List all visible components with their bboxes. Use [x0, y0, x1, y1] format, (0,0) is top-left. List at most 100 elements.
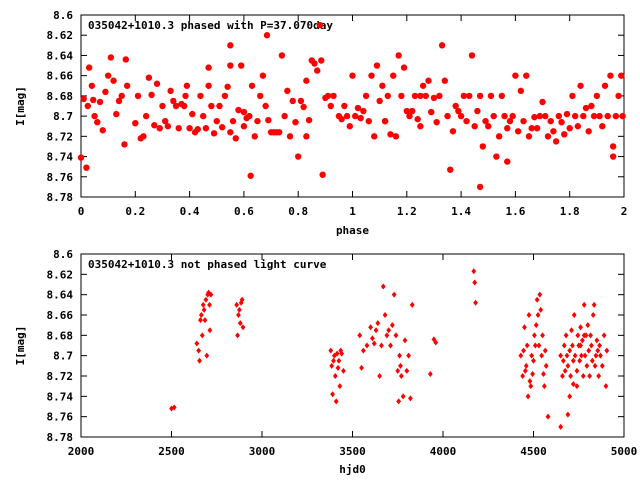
data-point: [597, 342, 602, 349]
data-point: [305, 116, 313, 124]
data-point: [240, 123, 248, 130]
x-tick-label: 2: [621, 205, 628, 218]
data-point: [404, 367, 410, 374]
data-point: [202, 125, 210, 132]
data-point: [218, 124, 226, 131]
data-point: [588, 102, 595, 110]
data-point: [532, 332, 537, 339]
unphased-light-curve-panel: 8.6 8.62 8.64 8.66 8.68 8.7 8.72 8.74 8.76 8.7820…: [14, 248, 637, 476]
data-point: [324, 92, 332, 100]
data-point: [94, 118, 101, 126]
data-point: [221, 92, 229, 100]
data-point: [490, 112, 497, 120]
data-point: [83, 164, 90, 171]
data-point: [501, 112, 508, 120]
data-point: [561, 131, 568, 138]
data-point: [521, 347, 526, 354]
data-point: [536, 342, 542, 349]
data-point: [275, 129, 283, 136]
data-point: [339, 350, 345, 357]
data-point: [384, 332, 390, 339]
data-point: [110, 77, 117, 84]
data-point: [102, 88, 109, 96]
data-point: [476, 92, 484, 100]
data-point: [194, 126, 201, 133]
y-tick-label: 8.68: [47, 329, 74, 342]
data-point: [593, 352, 599, 359]
data-point: [371, 340, 377, 347]
data-point: [414, 115, 421, 123]
y-axis-label: I[mag]: [14, 86, 27, 126]
data-point: [582, 104, 590, 112]
data-point: [153, 80, 161, 87]
data-point: [476, 183, 484, 191]
data-point: [589, 357, 595, 364]
data-point: [417, 92, 424, 100]
data-point: [99, 127, 106, 134]
data-point: [172, 102, 180, 110]
data-point: [547, 117, 554, 125]
data-point: [403, 107, 410, 115]
data-point: [373, 62, 381, 69]
data-point: [364, 342, 370, 349]
data-point: [543, 362, 549, 369]
data-point: [560, 357, 566, 364]
data-point: [346, 123, 353, 130]
data-point: [438, 42, 446, 49]
data-point: [523, 362, 529, 369]
x-axis-label: phase: [336, 224, 369, 237]
data-point: [604, 347, 610, 354]
data-point: [570, 381, 576, 388]
data-point: [382, 312, 388, 318]
data-point: [550, 128, 557, 135]
data-point: [558, 118, 565, 126]
data-point: [198, 317, 203, 324]
data-point: [396, 398, 402, 405]
data-point: [151, 122, 158, 129]
data-point: [487, 92, 495, 100]
data-point: [189, 110, 196, 118]
data-point: [319, 171, 326, 178]
data-point: [289, 97, 296, 105]
data-point: [142, 112, 150, 120]
data-point: [262, 102, 269, 110]
data-point: [387, 131, 394, 138]
x-tick-label: 4500: [520, 445, 547, 458]
data-point: [572, 352, 578, 359]
data-point: [204, 352, 210, 359]
data-point: [479, 143, 487, 150]
data-point: [216, 102, 223, 110]
data-point: [619, 112, 626, 120]
data-point: [118, 92, 125, 100]
data-point: [531, 113, 538, 121]
data-point: [601, 332, 607, 339]
data-point: [207, 327, 213, 334]
data-point: [254, 117, 261, 125]
data-point: [398, 373, 404, 379]
data-point: [570, 357, 576, 364]
data-point: [574, 123, 582, 130]
data-point: [591, 301, 597, 308]
data-point: [541, 370, 546, 377]
data-point: [562, 367, 568, 374]
data-point: [183, 82, 191, 89]
data-point: [430, 94, 438, 102]
data-point: [596, 373, 602, 379]
data-point: [615, 92, 622, 100]
data-point: [579, 337, 585, 344]
x-axis-label: hjd0: [339, 463, 366, 476]
data-point: [281, 112, 288, 120]
data-point: [334, 350, 340, 357]
data-point: [531, 357, 536, 364]
data-point: [395, 367, 401, 374]
data-point: [240, 324, 246, 331]
data-point: [577, 357, 583, 364]
data-point: [585, 128, 592, 135]
data-point: [360, 107, 367, 115]
data-point: [91, 112, 98, 120]
data-point: [314, 67, 321, 74]
data-point: [265, 116, 272, 124]
data-point: [612, 112, 620, 120]
data-point: [107, 54, 115, 61]
y-tick-label: 8.7: [53, 350, 73, 363]
